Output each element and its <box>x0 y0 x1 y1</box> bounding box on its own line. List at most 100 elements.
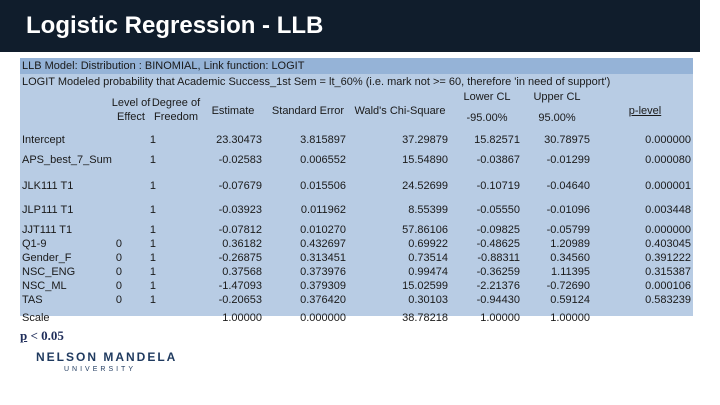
logo-sub: UNIVERSITY <box>64 366 137 373</box>
row-label: NSC_ENG <box>22 266 76 278</box>
cell: 0.000000 <box>645 134 691 146</box>
cell: 1 <box>149 224 156 236</box>
cell: 0 <box>115 280 122 292</box>
cell: 0.379309 <box>300 280 346 292</box>
title-bar <box>0 0 700 52</box>
cell: -0.01096 <box>546 204 590 216</box>
cell: 1 <box>149 252 156 264</box>
p-symbol: p <box>20 328 28 343</box>
cell: -0.26875 <box>218 252 262 264</box>
cell: 38.78218 <box>402 312 448 324</box>
cell: 0.003448 <box>645 204 691 216</box>
row-label: APS_best_7_Sum <box>22 154 112 166</box>
cell: -0.10719 <box>476 180 520 192</box>
cell: 15.02599 <box>402 280 448 292</box>
cell: 0.011962 <box>300 204 346 216</box>
cell: 0.000080 <box>645 154 691 166</box>
cell: 0.000001 <box>645 180 691 192</box>
col-header: Wald's Chi-Square <box>354 105 446 117</box>
cell: 0.37568 <box>222 266 262 278</box>
col-header: Standard Error <box>271 105 345 117</box>
cell: -0.05550 <box>476 204 520 216</box>
cell: 1 <box>149 180 156 192</box>
row-label: Intercept <box>22 134 65 146</box>
cell: -0.02583 <box>218 154 262 166</box>
cell: 0.69922 <box>408 238 448 250</box>
cell: 0.59124 <box>550 294 590 306</box>
cell: 0 <box>115 266 122 278</box>
cell: 1 <box>149 280 156 292</box>
cell: 0 <box>115 252 122 264</box>
cell: 37.29879 <box>402 134 448 146</box>
cell: 30.78975 <box>544 134 590 146</box>
cell: 0.000106 <box>645 280 691 292</box>
cell: -0.07679 <box>218 180 262 192</box>
significance-note: p < 0.05 <box>20 328 64 344</box>
cell: 1.00000 <box>480 312 520 324</box>
col-header: Level of Effect <box>111 97 151 123</box>
cell: 0.373976 <box>300 266 346 278</box>
cell: 0.313451 <box>300 252 346 264</box>
p-threshold: < 0.05 <box>30 328 64 343</box>
cell: 24.52699 <box>402 180 448 192</box>
cell: 0.73514 <box>408 252 448 264</box>
cell: -0.48625 <box>476 238 520 250</box>
col-header: Lower CL <box>463 91 511 103</box>
cell: 3.815897 <box>300 134 346 146</box>
cell: -1.47093 <box>218 280 262 292</box>
cell: -0.03867 <box>476 154 520 166</box>
row-label: JJT111 T1 <box>22 224 73 236</box>
cell: 1 <box>149 204 156 216</box>
cell: 0.010270 <box>300 224 346 236</box>
row-label: Scale <box>22 312 50 324</box>
cell: 0.403045 <box>645 238 691 250</box>
model-text: LLB Model: Distribution : BINOMIAL, Link… <box>22 60 305 72</box>
cell: 1.20989 <box>550 238 590 250</box>
cell: -0.72690 <box>546 280 590 292</box>
cell: 0.583239 <box>645 294 691 306</box>
cell: 0.34560 <box>550 252 590 264</box>
table <box>20 58 693 316</box>
cell: 0.30103 <box>408 294 448 306</box>
cell: 1 <box>149 238 156 250</box>
cell: 0.391222 <box>645 252 691 264</box>
cell: -0.88311 <box>477 252 520 264</box>
row-label: TAS <box>22 294 43 306</box>
cell: 57.86106 <box>402 224 448 236</box>
cell: 0.315387 <box>645 266 691 278</box>
cell: -0.04640 <box>546 180 590 192</box>
cell: 0 <box>115 238 122 250</box>
cell: 1 <box>149 154 156 166</box>
row-label: NSC_ML <box>22 280 67 292</box>
col-header: Degree of Freedom <box>151 97 201 123</box>
cell: -0.36259 <box>476 266 520 278</box>
cell: 1.00000 <box>222 312 262 324</box>
col-header: 95.00% <box>538 112 576 124</box>
col-header: p-level <box>628 105 662 117</box>
col-header: Estimate <box>211 105 255 117</box>
cell: -0.20653 <box>218 294 262 306</box>
cell: -0.94430 <box>476 294 520 306</box>
cell: 23.30473 <box>216 134 262 146</box>
description: LOGIT Modeled probability that Academic … <box>22 76 611 88</box>
cell: 1 <box>149 266 156 278</box>
col-header: Upper CL <box>533 91 581 103</box>
cell: 0.376420 <box>300 294 346 306</box>
cell: -0.05799 <box>546 224 590 236</box>
cell: 1.11395 <box>551 266 590 278</box>
cell: 0.99474 <box>408 266 448 278</box>
cell: 15.54890 <box>402 154 448 166</box>
row-label: JLP111 T1 <box>22 204 74 216</box>
cell: 0 <box>115 294 122 306</box>
row-label: JLK111 T1 <box>22 180 74 192</box>
row-label: Gender_F <box>22 252 72 264</box>
cell: 1 <box>149 134 156 146</box>
row-label: Q1-9 <box>22 238 47 250</box>
cell: 15.82571 <box>474 134 520 146</box>
model-row <box>20 58 693 74</box>
cell: -2.21376 <box>476 280 520 292</box>
cell: -0.01299 <box>546 154 590 166</box>
cell: 0.000000 <box>645 224 691 236</box>
cell: 1 <box>149 294 156 306</box>
